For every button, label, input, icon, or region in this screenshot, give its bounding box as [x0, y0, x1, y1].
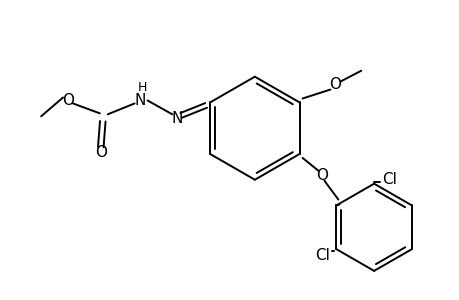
Text: Cl: Cl: [314, 248, 329, 262]
Text: N: N: [171, 111, 183, 126]
Text: H: H: [138, 81, 147, 94]
Text: Cl: Cl: [382, 172, 397, 187]
Text: O: O: [62, 93, 74, 108]
Text: O: O: [95, 146, 106, 160]
Text: O: O: [316, 168, 328, 183]
Text: N: N: [134, 93, 146, 108]
Text: O: O: [329, 77, 341, 92]
